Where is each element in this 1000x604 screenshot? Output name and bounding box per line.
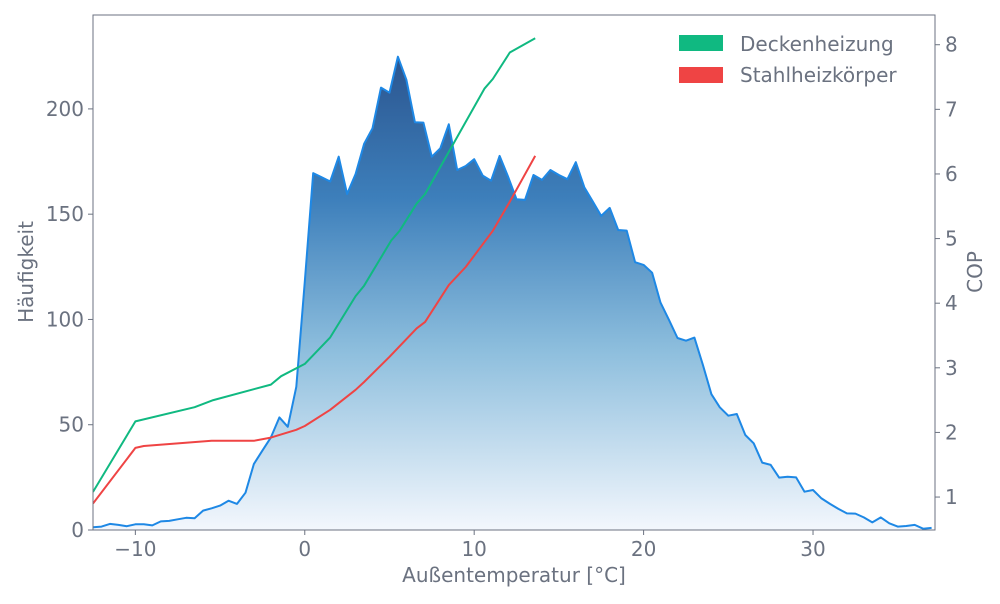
y-right-tick-label: 8	[945, 33, 958, 57]
legend-label-stahlheizkoerper: Stahlheizkörper	[740, 63, 897, 87]
y-right-tick-label: 6	[945, 162, 958, 186]
x-tick-label: 30	[800, 537, 825, 561]
legend-swatch-deckenheizung	[679, 35, 723, 51]
x-tick-label: 20	[631, 537, 656, 561]
legend-label-deckenheizung: Deckenheizung	[740, 32, 894, 56]
y-axis-left-label: Häufigkeit	[14, 221, 38, 323]
y-right-tick-label: 4	[945, 291, 958, 315]
x-tick-label: 10	[461, 537, 486, 561]
legend-swatch-stahlheizkoerper	[679, 67, 723, 83]
y-right-tick-label: 1	[945, 485, 958, 509]
x-axis-label: Außentemperatur [°C]	[402, 563, 626, 587]
y-left-tick-label: 200	[46, 97, 84, 121]
y-axis-right-label: COP	[963, 251, 987, 293]
y-right-tick-label: 3	[945, 356, 958, 380]
y-left-tick-label: 100	[46, 307, 84, 331]
y-right-tick-label: 2	[945, 420, 958, 444]
histogram-area	[93, 57, 932, 530]
y-left-tick-label: 0	[71, 518, 84, 542]
y-left-tick-label: 150	[46, 202, 84, 226]
legend: Deckenheizung Stahlheizkörper	[679, 32, 897, 87]
y-right-tick-label: 7	[945, 97, 958, 121]
y-left-tick-label: 50	[59, 413, 84, 437]
x-tick-label: −10	[114, 537, 156, 561]
x-tick-label: 0	[298, 537, 311, 561]
y-right-tick-label: 5	[945, 227, 958, 251]
